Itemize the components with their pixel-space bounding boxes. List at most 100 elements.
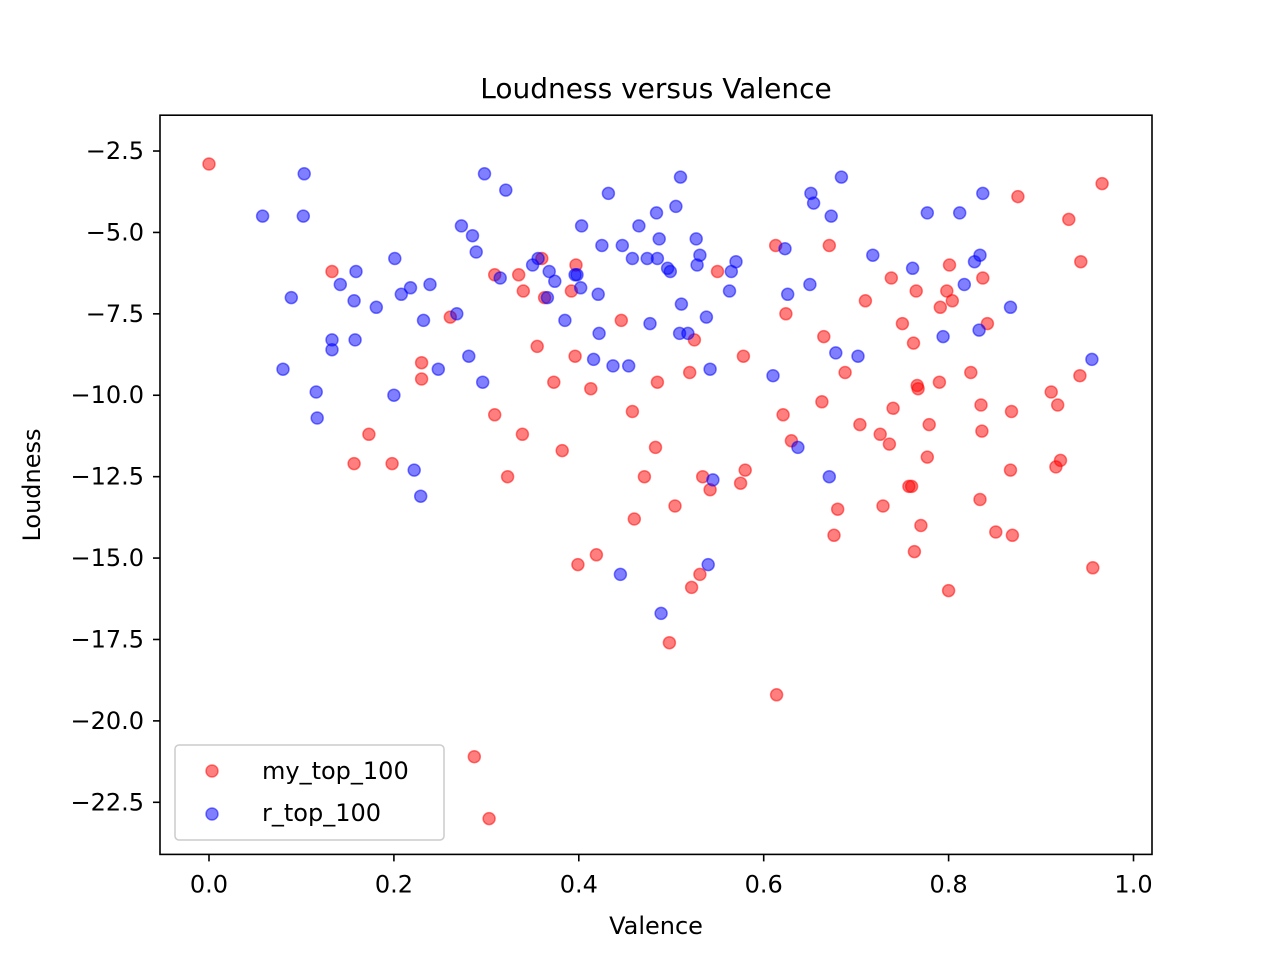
point-r-top-100 bbox=[347, 294, 361, 308]
point-my-top-100 bbox=[202, 157, 216, 171]
point-r-top-100 bbox=[570, 268, 584, 282]
point-r-top-100 bbox=[976, 186, 990, 201]
point-my-top-100 bbox=[873, 427, 887, 442]
point-r-top-100 bbox=[548, 274, 562, 289]
point-r-top-100 bbox=[276, 362, 290, 376]
point-r-top-100 bbox=[1085, 352, 1099, 367]
point-r-top-100 bbox=[780, 287, 795, 302]
point-my-top-100 bbox=[906, 336, 921, 350]
point-r-top-100 bbox=[722, 284, 737, 298]
point-my-top-100 bbox=[516, 284, 531, 298]
point-r-top-100 bbox=[477, 167, 492, 181]
point-r-top-100 bbox=[699, 310, 714, 324]
point-r-top-100 bbox=[693, 248, 707, 262]
point-r-top-100 bbox=[573, 281, 588, 295]
x-axis-label: Valence bbox=[609, 912, 703, 940]
y-axis-label: Loudness bbox=[18, 428, 46, 541]
point-my-top-100 bbox=[1086, 561, 1100, 575]
point-my-top-100 bbox=[571, 557, 585, 572]
point-my-top-100 bbox=[876, 499, 890, 513]
point-my-top-100 bbox=[693, 567, 707, 582]
point-r-top-100 bbox=[652, 232, 666, 246]
point-r-top-100 bbox=[643, 316, 657, 331]
legend-label-my-top-100: my_top_100 bbox=[262, 757, 409, 785]
x-tick-label: 0.6 bbox=[745, 870, 783, 898]
point-my-top-100 bbox=[738, 463, 752, 477]
point-my-top-100 bbox=[684, 580, 699, 595]
point-my-top-100 bbox=[487, 408, 502, 422]
point-r-top-100 bbox=[297, 167, 311, 181]
point-my-top-100 bbox=[920, 450, 935, 464]
point-r-top-100 bbox=[632, 219, 646, 233]
point-my-top-100 bbox=[830, 502, 845, 516]
point-my-top-100 bbox=[907, 544, 922, 559]
point-r-top-100 bbox=[469, 245, 483, 259]
point-r-top-100 bbox=[454, 219, 469, 233]
point-my-top-100 bbox=[975, 424, 989, 438]
point-my-top-100 bbox=[1062, 212, 1076, 227]
y-tick-label: −5.0 bbox=[86, 218, 144, 246]
point-my-top-100 bbox=[1003, 463, 1018, 477]
point-r-top-100 bbox=[851, 349, 865, 363]
point-my-top-100 bbox=[974, 398, 988, 412]
point-r-top-100 bbox=[309, 385, 323, 399]
x-tick-label: 1.0 bbox=[1114, 870, 1152, 898]
point-my-top-100 bbox=[710, 264, 725, 279]
point-r-top-100 bbox=[475, 375, 490, 389]
point-my-top-100 bbox=[362, 427, 376, 442]
point-my-top-100 bbox=[964, 365, 978, 380]
point-r-top-100 bbox=[822, 469, 837, 484]
point-my-top-100 bbox=[1053, 453, 1068, 468]
point-my-top-100 bbox=[882, 437, 897, 451]
point-r-top-100 bbox=[531, 251, 545, 266]
point-r-top-100 bbox=[394, 287, 409, 302]
point-r-top-100 bbox=[591, 287, 605, 302]
point-my-top-100 bbox=[515, 427, 530, 442]
point-r-top-100 bbox=[663, 264, 678, 279]
point-my-top-100 bbox=[385, 456, 399, 471]
point-r-top-100 bbox=[416, 313, 431, 328]
point-r-top-100 bbox=[601, 186, 616, 201]
point-r-top-100 bbox=[592, 326, 606, 341]
legend-marker-my-top-100 bbox=[205, 764, 219, 778]
point-my-top-100 bbox=[637, 469, 652, 484]
legend: my_top_100 r_top_100 bbox=[174, 744, 445, 841]
point-r-top-100 bbox=[824, 209, 838, 223]
point-my-top-100 bbox=[325, 264, 339, 279]
point-my-top-100 bbox=[973, 492, 987, 507]
point-my-top-100 bbox=[1050, 398, 1065, 412]
point-r-top-100 bbox=[413, 489, 428, 503]
point-r-top-100 bbox=[706, 473, 720, 487]
point-r-top-100 bbox=[558, 313, 572, 328]
point-my-top-100 bbox=[668, 499, 682, 513]
point-r-top-100 bbox=[349, 264, 363, 279]
point-my-top-100 bbox=[853, 417, 867, 432]
point-my-top-100 bbox=[941, 583, 956, 598]
point-my-top-100 bbox=[942, 258, 957, 272]
y-tick-label: −15.0 bbox=[70, 544, 144, 572]
point-r-top-100 bbox=[654, 606, 668, 621]
x-tick-label: 0.8 bbox=[930, 870, 968, 898]
point-r-top-100 bbox=[325, 342, 339, 357]
point-my-top-100 bbox=[736, 349, 751, 363]
point-r-top-100 bbox=[423, 277, 437, 292]
point-my-top-100 bbox=[1004, 404, 1019, 419]
point-r-top-100 bbox=[465, 228, 480, 243]
point-my-top-100 bbox=[1095, 176, 1109, 191]
point-my-top-100 bbox=[414, 372, 429, 386]
point-r-top-100 bbox=[284, 290, 299, 305]
point-my-top-100 bbox=[886, 401, 900, 416]
point-r-top-100 bbox=[615, 238, 630, 253]
point-my-top-100 bbox=[530, 339, 544, 354]
y-tick-label: −7.5 bbox=[86, 300, 144, 328]
point-r-top-100 bbox=[649, 206, 664, 220]
point-my-top-100 bbox=[922, 417, 936, 432]
legend-marker-r-top-100 bbox=[205, 807, 219, 821]
y-axis-ticks: −2.5 −5.0 −7.5 −10.0 −12.5 −15.0 −17.5 −20.0 −22… bbox=[70, 137, 160, 816]
point-my-top-100 bbox=[650, 375, 665, 389]
point-r-top-100 bbox=[829, 346, 843, 360]
point-my-top-100 bbox=[625, 404, 640, 419]
y-tick-label: −20.0 bbox=[70, 707, 144, 735]
point-my-top-100 bbox=[817, 329, 831, 344]
point-r-top-100 bbox=[791, 440, 805, 455]
